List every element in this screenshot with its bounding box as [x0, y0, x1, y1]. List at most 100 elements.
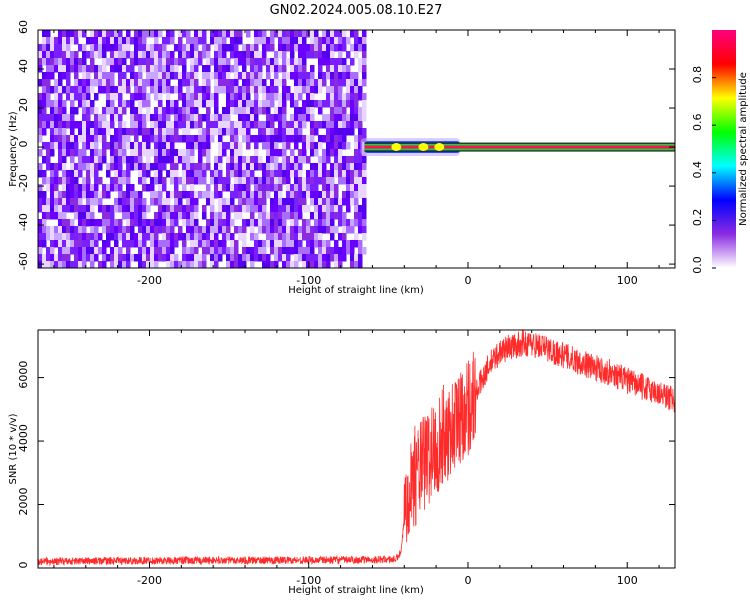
heatmap-cell	[138, 37, 143, 45]
heatmap-cell	[46, 198, 51, 206]
heatmap-cell	[190, 142, 195, 150]
heatmap-cell	[350, 107, 355, 115]
heatmap-cell	[46, 44, 51, 52]
heatmap-cell	[218, 212, 223, 220]
heatmap-cell	[162, 114, 167, 122]
heatmap-cell	[362, 100, 367, 108]
heatmap-cell	[162, 254, 167, 262]
heatmap-cell	[326, 121, 331, 129]
heatmap-cell	[278, 51, 283, 59]
heatmap-cell	[206, 233, 211, 241]
heatmap-cell	[106, 128, 111, 136]
colorbar-tick-label: 0.2	[691, 209, 704, 227]
heatmap-cell	[118, 135, 123, 143]
heatmap-cell	[202, 65, 207, 73]
heatmap-cell	[158, 205, 163, 213]
heatmap-cell	[158, 135, 163, 143]
heatmap-cell	[174, 219, 179, 227]
heatmap-cell	[202, 128, 207, 136]
heatmap-cell	[162, 219, 167, 227]
spectrogram-y-tick-label: -20	[17, 174, 30, 192]
heatmap-cell	[314, 212, 319, 220]
heatmap-cell	[246, 51, 251, 59]
heatmap-cell	[50, 205, 55, 213]
heatmap-cell	[126, 191, 131, 199]
heatmap-cell	[46, 79, 51, 87]
heatmap-cell	[258, 79, 263, 87]
heatmap-cell	[266, 170, 271, 178]
heatmap-cell	[222, 72, 227, 80]
heatmap-cell	[262, 163, 267, 171]
heatmap-cell	[262, 254, 267, 262]
heatmap-cell	[138, 149, 143, 157]
heatmap-cell	[182, 58, 187, 66]
heatmap-cell	[106, 163, 111, 171]
heatmap-cell	[218, 184, 223, 192]
heatmap-cell	[198, 58, 203, 66]
heatmap-cell	[210, 121, 215, 129]
heatmap-cell	[122, 65, 127, 73]
heatmap-cell	[342, 58, 347, 66]
heatmap-cell	[258, 86, 263, 94]
heatmap-cell	[338, 261, 343, 268]
heatmap-cell	[70, 30, 75, 38]
heatmap-cell	[170, 226, 175, 234]
heatmap-cell	[282, 51, 287, 59]
heatmap-cell	[290, 219, 295, 227]
heatmap-cell	[114, 142, 119, 150]
heatmap-cell	[218, 58, 223, 66]
heatmap-cell	[82, 142, 87, 150]
heatmap-cell	[322, 261, 327, 268]
heatmap-cell	[254, 198, 259, 206]
heatmap-cell	[354, 205, 359, 213]
heatmap-cell	[142, 177, 147, 185]
heatmap-cell	[178, 107, 183, 115]
heatmap-cell	[150, 198, 155, 206]
heatmap-cell	[342, 72, 347, 80]
heatmap-cell	[90, 51, 95, 59]
heatmap-cell	[118, 163, 123, 171]
heatmap-cell	[58, 114, 63, 122]
heatmap-cell	[42, 191, 47, 199]
heatmap-cell	[310, 177, 315, 185]
heatmap-cell	[154, 107, 159, 115]
heatmap-cell	[306, 240, 311, 248]
heatmap-cell	[222, 184, 227, 192]
heatmap-cell	[338, 30, 343, 38]
snr-y-tick-label: 6000	[17, 361, 30, 389]
heatmap-cell	[74, 212, 79, 220]
heatmap-cell	[362, 163, 367, 171]
heatmap-cell	[54, 121, 59, 129]
heatmap-cell	[218, 163, 223, 171]
heatmap-cell	[242, 128, 247, 136]
heatmap-cell	[154, 226, 159, 234]
heatmap-cell	[326, 100, 331, 108]
heatmap-cell	[118, 191, 123, 199]
colorbar-tick-label: 0.4	[691, 161, 704, 179]
heatmap-cell	[118, 254, 123, 262]
heatmap-cell	[214, 51, 219, 59]
heatmap-cell	[66, 254, 71, 262]
heatmap-cell	[322, 30, 327, 38]
heatmap-cell	[286, 226, 291, 234]
heatmap-cell	[310, 261, 315, 268]
heatmap-cell	[290, 240, 295, 248]
heatmap-cell	[234, 205, 239, 213]
heatmap-cell	[90, 65, 95, 73]
heatmap-cell	[346, 177, 351, 185]
heatmap-cell	[242, 58, 247, 66]
heatmap-cell	[82, 261, 87, 268]
heatmap-cell	[82, 58, 87, 66]
heatmap-cell	[190, 44, 195, 52]
heatmap-cell	[214, 254, 219, 262]
heatmap-cell	[290, 149, 295, 157]
heatmap-cell	[354, 93, 359, 101]
heatmap-cell	[102, 149, 107, 157]
heatmap-cell	[122, 51, 127, 59]
heatmap-cell	[242, 191, 247, 199]
heatmap-cell	[70, 100, 75, 108]
heatmap-cell	[246, 191, 251, 199]
heatmap-cell	[122, 149, 127, 157]
heatmap-cell	[342, 170, 347, 178]
